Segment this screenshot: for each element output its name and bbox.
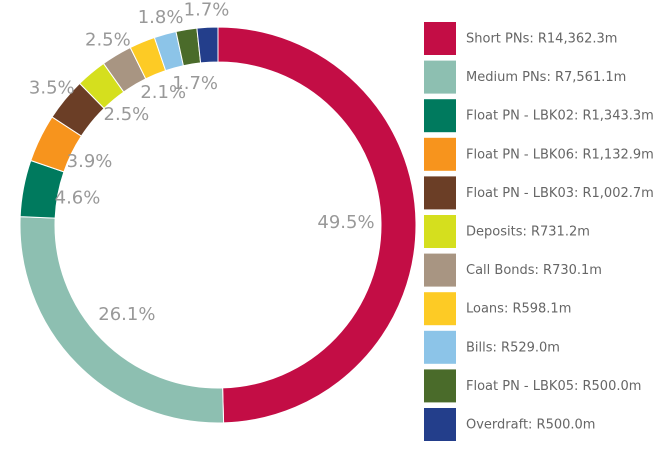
legend-label: Deposits: R731.2m — [466, 225, 590, 240]
legend-swatch — [424, 253, 456, 287]
legend-swatch — [424, 292, 456, 326]
value-label: 49.5% — [317, 212, 374, 233]
legend-label: Medium PNs: R7,561.1m — [466, 70, 626, 85]
legend-label: Float PN - LBK05: R500.0m — [466, 379, 641, 394]
legend-label: Call Bonds: R730.1m — [466, 263, 602, 278]
legend-swatch — [424, 137, 456, 171]
legend-swatch — [424, 215, 456, 248]
legend-label: Float PN - LBK03: R1,002.7m — [466, 186, 654, 201]
legend-label: Float PN - LBK02: R1,343.3m — [466, 109, 654, 124]
value-label: 1.8% — [138, 7, 184, 28]
legend-label: Short PNs: R14,362.3m — [466, 32, 617, 47]
value-label: 3.9% — [67, 151, 113, 172]
value-label: 4.6% — [55, 187, 101, 208]
value-label: 2.1% — [140, 82, 186, 103]
legend-swatch — [424, 60, 456, 94]
value-label: 3.5% — [29, 78, 75, 99]
legend-swatch — [424, 369, 456, 403]
legend-swatch — [424, 99, 456, 133]
legend-swatch — [424, 408, 456, 441]
legend-label: Float PN - LBK06: R1,132.9m — [466, 147, 654, 162]
legend-swatch — [424, 330, 456, 364]
legend-label: Bills: R529.0m — [466, 340, 560, 355]
value-label: 1.7% — [172, 73, 218, 94]
slice — [196, 26, 219, 64]
legend-label: Loans: R598.1m — [466, 302, 571, 317]
legend-swatch — [424, 22, 456, 55]
value-label: 2.5% — [85, 29, 131, 50]
slice — [217, 26, 417, 424]
value-label: 2.5% — [104, 104, 150, 125]
legend-label: Overdraft: R500.0m — [466, 418, 595, 433]
legend-swatch — [424, 176, 456, 210]
value-label: 26.1% — [98, 304, 155, 325]
value-label: 1.7% — [184, 0, 230, 20]
